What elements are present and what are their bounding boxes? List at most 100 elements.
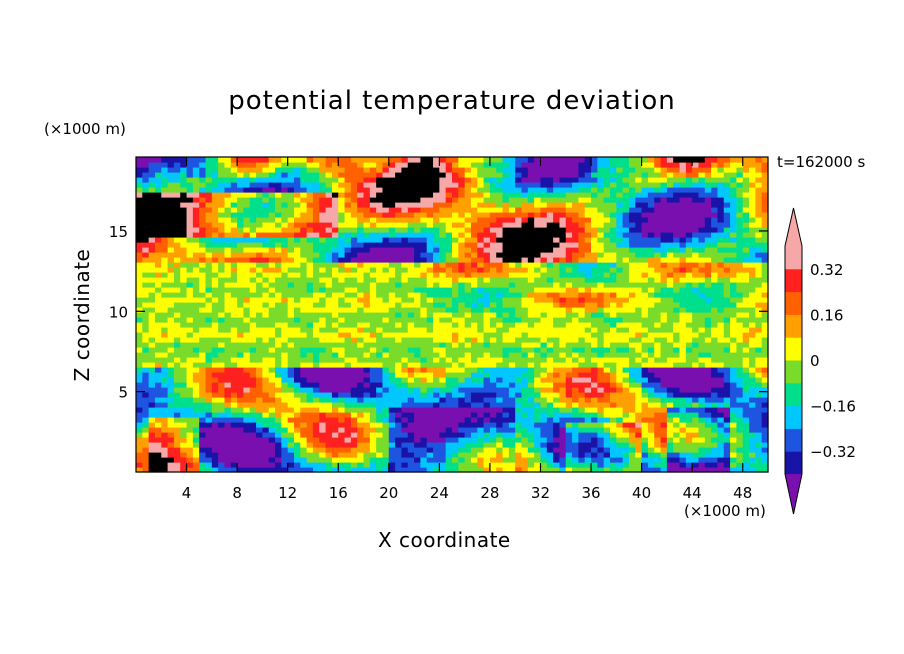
heatmap-cell bbox=[610, 397, 617, 403]
heatmap-cell bbox=[635, 422, 643, 428]
heatmap-cell bbox=[262, 292, 270, 298]
heatmap-cell bbox=[508, 222, 516, 228]
heatmap-cell bbox=[338, 207, 346, 213]
heatmap-cell bbox=[344, 247, 352, 253]
heatmap-cell bbox=[224, 347, 232, 353]
heatmap-cell bbox=[489, 187, 497, 193]
heatmap-cell bbox=[565, 317, 573, 323]
heatmap-cell bbox=[439, 157, 447, 163]
heatmap-cell bbox=[546, 212, 554, 218]
heatmap-cell bbox=[294, 357, 301, 363]
heatmap-cell bbox=[230, 222, 238, 228]
heatmap-cell bbox=[445, 262, 453, 268]
heatmap-cell bbox=[154, 162, 162, 168]
heatmap-cell bbox=[268, 242, 276, 248]
heatmap-cell bbox=[483, 352, 491, 358]
heatmap-cell bbox=[388, 267, 396, 273]
heatmap-cell bbox=[597, 312, 605, 318]
heatmap-cell bbox=[256, 332, 263, 338]
heatmap-cell bbox=[628, 317, 636, 323]
heatmap-cell bbox=[521, 252, 529, 258]
heatmap-cell bbox=[325, 367, 333, 373]
heatmap-cell bbox=[546, 182, 554, 188]
heatmap-cell bbox=[338, 292, 346, 298]
heatmap-cell bbox=[338, 262, 346, 268]
heatmap-cell bbox=[603, 222, 611, 228]
heatmap-cell bbox=[300, 407, 308, 413]
heatmap-cell bbox=[433, 252, 440, 258]
heatmap-cell bbox=[597, 467, 605, 473]
heatmap-cell bbox=[161, 332, 169, 338]
heatmap-cell bbox=[489, 382, 497, 388]
heatmap-cell bbox=[584, 382, 592, 388]
heatmap-cell bbox=[268, 332, 276, 338]
heatmap-cell bbox=[199, 397, 207, 403]
heatmap-cell bbox=[300, 232, 308, 238]
heatmap-cell bbox=[369, 427, 377, 433]
heatmap-cell bbox=[559, 222, 567, 228]
heatmap-cell bbox=[256, 182, 263, 188]
heatmap-cell bbox=[167, 312, 175, 318]
heatmap-cell bbox=[388, 277, 396, 283]
heatmap-cell bbox=[521, 292, 529, 298]
heatmap-cell bbox=[470, 202, 478, 208]
heatmap-cell bbox=[572, 327, 579, 333]
heatmap-cell bbox=[439, 217, 447, 223]
heatmap-cell bbox=[489, 402, 497, 408]
heatmap-cell bbox=[477, 407, 485, 413]
heatmap-cell bbox=[136, 412, 143, 418]
heatmap-cell bbox=[616, 202, 624, 208]
heatmap-cell bbox=[508, 352, 516, 358]
heatmap-cell bbox=[572, 207, 579, 213]
heatmap-cell bbox=[136, 352, 143, 358]
heatmap-cell bbox=[199, 322, 207, 328]
heatmap-cell bbox=[401, 197, 409, 203]
heatmap-cell bbox=[237, 327, 245, 333]
heatmap-cell bbox=[470, 447, 478, 453]
heatmap-cell bbox=[312, 277, 320, 283]
heatmap-cell bbox=[426, 282, 434, 288]
heatmap-cell bbox=[167, 242, 175, 248]
heatmap-cell bbox=[363, 192, 371, 198]
heatmap-cell bbox=[382, 262, 390, 268]
heatmap-cell bbox=[452, 307, 459, 313]
heatmap-cell bbox=[578, 312, 586, 318]
heatmap-cell bbox=[452, 452, 459, 458]
heatmap-cell bbox=[628, 242, 636, 248]
heatmap-cell bbox=[199, 217, 207, 223]
heatmap-cell bbox=[426, 187, 434, 193]
heatmap-cell bbox=[275, 162, 282, 168]
heatmap-cell bbox=[578, 227, 586, 233]
heatmap-cell bbox=[572, 422, 579, 428]
heatmap-cell bbox=[420, 337, 428, 343]
heatmap-cell bbox=[572, 252, 579, 258]
heatmap-cell bbox=[161, 392, 169, 398]
heatmap-cell bbox=[243, 207, 251, 213]
heatmap-cell bbox=[376, 442, 384, 448]
heatmap-cell bbox=[275, 177, 282, 183]
heatmap-cell bbox=[186, 322, 194, 328]
heatmap-cell bbox=[382, 302, 390, 308]
heatmap-cell bbox=[369, 237, 377, 243]
heatmap-cell bbox=[249, 292, 257, 298]
heatmap-cell bbox=[610, 277, 617, 283]
heatmap-cell bbox=[249, 447, 257, 453]
heatmap-cell bbox=[559, 337, 567, 343]
heatmap-cell bbox=[597, 342, 605, 348]
heatmap-cell bbox=[407, 172, 415, 178]
heatmap-cell bbox=[452, 367, 459, 373]
heatmap-cell bbox=[458, 222, 466, 228]
heatmap-cell bbox=[357, 397, 365, 403]
heatmap-cell bbox=[325, 452, 333, 458]
heatmap-cell bbox=[591, 242, 598, 248]
heatmap-cell bbox=[205, 342, 213, 348]
heatmap-cell bbox=[628, 212, 636, 218]
heatmap-cell bbox=[243, 222, 251, 228]
heatmap-cell bbox=[628, 352, 636, 358]
heatmap-cell bbox=[306, 252, 314, 258]
heatmap-cell bbox=[142, 317, 150, 323]
heatmap-cell bbox=[477, 367, 485, 373]
heatmap-cell bbox=[540, 272, 548, 278]
heatmap-cell bbox=[452, 352, 459, 358]
heatmap-cell bbox=[635, 452, 643, 458]
